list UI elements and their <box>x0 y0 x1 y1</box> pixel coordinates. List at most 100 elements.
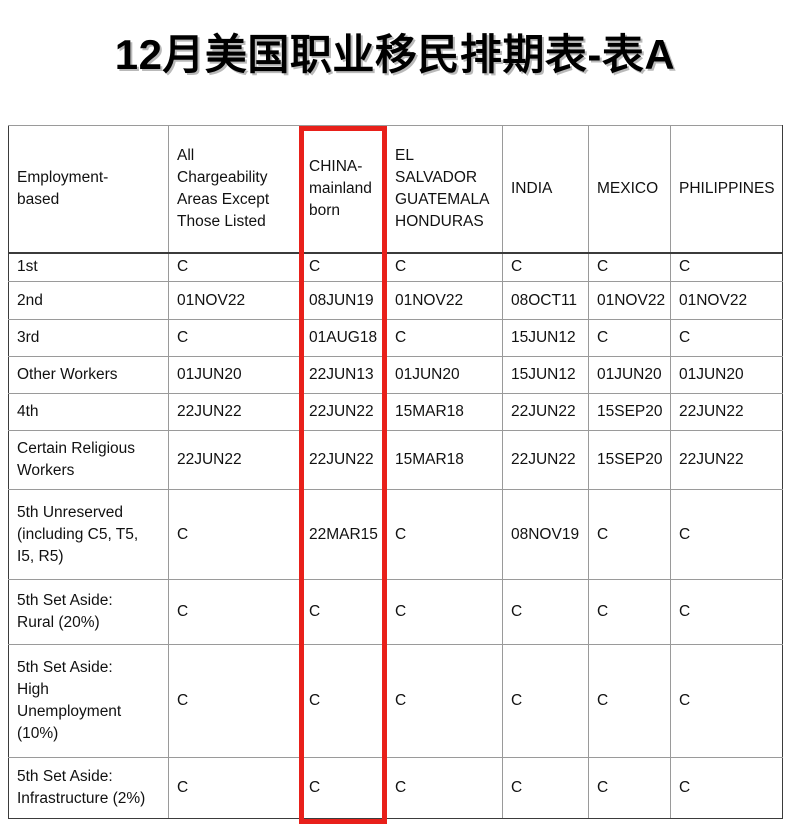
cell-india: 15JUN12 <box>502 319 589 357</box>
column-header-philippines: PHILIPPINES <box>670 125 783 254</box>
cell-all-areas: C <box>168 757 301 819</box>
cell-all-areas: 01JUN20 <box>168 356 301 394</box>
cell-el-salvador: 01JUN20 <box>386 356 503 394</box>
table-row: 5th Set Aside: Rural (20%) C C C C C C <box>8 579 783 645</box>
cell-el-salvador: 15MAR18 <box>386 393 503 431</box>
column-header-india: INDIA <box>502 125 589 254</box>
cell-india: 22JUN22 <box>502 430 589 490</box>
cell-mexico: C <box>588 319 671 357</box>
row-category: 1st <box>8 252 169 282</box>
header-line: PHILIPPINES <box>679 179 775 197</box>
cell-philippines: 01JUN20 <box>670 356 783 394</box>
header-line: GUATEMALA <box>395 190 490 208</box>
cell-philippines: C <box>670 579 783 645</box>
header-line: Chargeability <box>177 168 268 186</box>
cell-china: 08JUN19 <box>300 281 387 320</box>
cell-china: 22JUN22 <box>300 393 387 431</box>
header-line: CHINA- <box>309 157 363 175</box>
category-line: High <box>17 681 49 698</box>
cell-el-salvador: 15MAR18 <box>386 430 503 490</box>
category-line: 5th Set Aside: <box>17 659 113 676</box>
category-line: 5th Unreserved <box>17 503 123 521</box>
cell-el-salvador: C <box>386 644 503 758</box>
category-line: I5, R5) <box>17 547 64 565</box>
row-category: 4th <box>8 393 169 431</box>
cell-philippines: 01NOV22 <box>670 281 783 320</box>
header-line: All <box>177 146 195 164</box>
category-line: Unemployment <box>17 703 122 720</box>
cell-el-salvador: C <box>386 579 503 645</box>
column-header-all-chargeability-areas: All Chargeability Areas Except Those Lis… <box>168 125 301 254</box>
cell-mexico: 15SEP20 <box>588 393 671 431</box>
cell-mexico: C <box>588 644 671 758</box>
cell-all-areas: 01NOV22 <box>168 281 301 320</box>
table-row: Certain Religious Workers 22JUN22 22JUN2… <box>8 430 783 490</box>
cell-india: C <box>502 644 589 758</box>
cell-philippines: 22JUN22 <box>670 430 783 490</box>
category-line: Infrastructure (2%) <box>17 790 146 807</box>
cell-mexico: C <box>588 579 671 645</box>
header-line: SALVADOR <box>395 168 478 186</box>
category-line: Other Workers <box>17 366 118 383</box>
category-line: 2nd <box>17 291 43 309</box>
cell-china: C <box>300 644 387 758</box>
cell-mexico: C <box>588 489 671 580</box>
table-row: 5th Set Aside: High Unemployment (10%) C… <box>8 644 783 758</box>
cell-india: C <box>502 252 589 282</box>
category-line: 5th Set Aside: <box>17 768 113 785</box>
column-header-china-mainland-born: CHINA- mainland born <box>300 125 387 254</box>
row-category: Certain Religious Workers <box>8 430 169 490</box>
category-line: (10%) <box>17 725 59 742</box>
category-line: 4th <box>17 403 39 420</box>
header-line: based <box>17 190 60 208</box>
cell-china: 22JUN13 <box>300 356 387 394</box>
row-category: 2nd <box>8 281 169 320</box>
column-header-mexico: MEXICO <box>588 125 671 254</box>
cell-el-salvador: C <box>386 252 503 282</box>
header-line: Employment- <box>17 168 109 186</box>
row-category: 5th Set Aside: Rural (20%) <box>8 579 169 645</box>
cell-india: 15JUN12 <box>502 356 589 394</box>
cell-india: 08NOV19 <box>502 489 589 580</box>
row-category: 3rd <box>8 319 169 357</box>
cell-india: 22JUN22 <box>502 393 589 431</box>
cell-el-salvador: C <box>386 319 503 357</box>
cell-philippines: C <box>670 644 783 758</box>
header-line: Areas Except <box>177 190 270 208</box>
column-header-employment-based: Employment- based <box>8 125 169 254</box>
cell-el-salvador: C <box>386 489 503 580</box>
column-header-el-salvador-guatemala-honduras: EL SALVADOR GUATEMALA HONDURAS <box>386 125 503 254</box>
cell-el-salvador: 01NOV22 <box>386 281 503 320</box>
category-line: Rural (20%) <box>17 614 100 631</box>
category-line: Certain Religious <box>17 440 136 457</box>
cell-india: C <box>502 579 589 645</box>
cell-all-areas: C <box>168 579 301 645</box>
table-row: 1st C C C C C C <box>8 252 783 282</box>
header-line: born <box>309 201 341 219</box>
visa-bulletin-table: Employment- based All Chargeability Area… <box>8 125 783 819</box>
cell-all-areas: C <box>168 252 301 282</box>
header-line: INDIA <box>511 179 553 197</box>
category-line: 3rd <box>17 329 40 346</box>
header-line: MEXICO <box>597 179 659 197</box>
category-line: 5th Set Aside: <box>17 592 113 609</box>
row-category: 5th Set Aside: Infrastructure (2%) <box>8 757 169 819</box>
cell-mexico: 15SEP20 <box>588 430 671 490</box>
cell-all-areas: 22JUN22 <box>168 393 301 431</box>
table-row: 4th 22JUN22 22JUN22 15MAR18 22JUN22 15SE… <box>8 393 783 431</box>
table-row: 5th Unreserved (including C5, T5, I5, R5… <box>8 489 783 580</box>
table-row: 5th Set Aside: Infrastructure (2%) C C C… <box>8 757 783 819</box>
cell-india: C <box>502 757 589 819</box>
header-line: mainland <box>309 179 372 197</box>
header-line: Those Listed <box>177 212 266 230</box>
cell-china: C <box>300 757 387 819</box>
table-row: 3rd C 01AUG18 C 15JUN12 C C <box>8 319 783 357</box>
cell-china: 22JUN22 <box>300 430 387 490</box>
cell-philippines: C <box>670 757 783 819</box>
cell-china: C <box>300 252 387 282</box>
cell-india: 08OCT11 <box>502 281 589 320</box>
cell-philippines: C <box>670 319 783 357</box>
cell-philippines: 22JUN22 <box>670 393 783 431</box>
row-category: 5th Unreserved (including C5, T5, I5, R5… <box>8 489 169 580</box>
header-line: EL <box>395 146 414 164</box>
